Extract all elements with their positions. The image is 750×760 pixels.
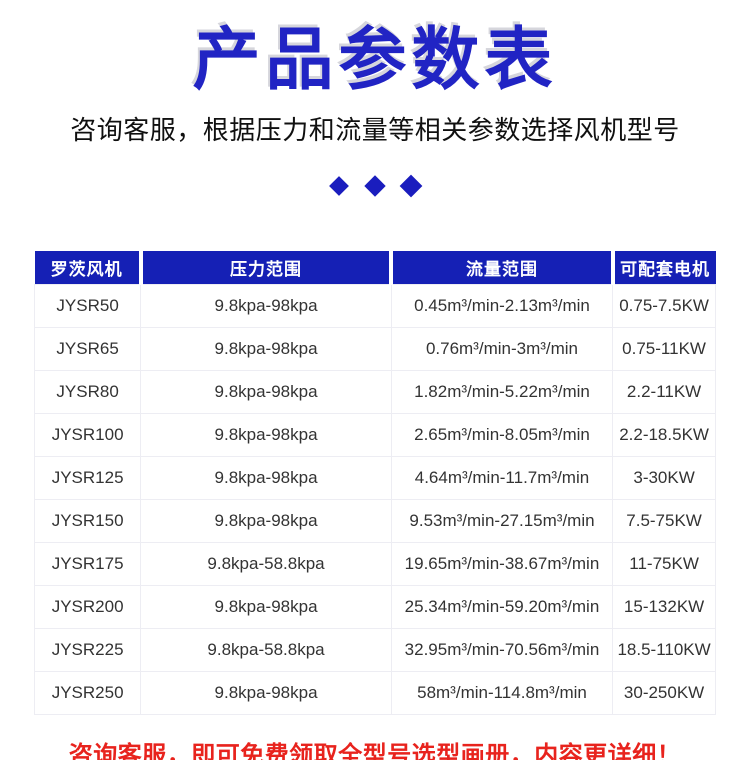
- table-row: JYSR150 9.8kpa-98kpa 9.53m³/min-27.15m³/mi…: [33, 498, 716, 543]
- motor-cell: 2.2-18.5KW: [612, 412, 716, 457]
- pressure-range-cell: 9.8kpa-98kpa: [140, 412, 392, 457]
- pressure-range-cell: 9.8kpa-98kpa: [140, 498, 392, 543]
- header-flow-range: 流量范围: [389, 250, 613, 285]
- pressure-range-cell: 9.8kpa-98kpa: [140, 670, 392, 715]
- flow-range-cell: 25.34m³/min-59.20m³/min: [390, 584, 614, 629]
- flow-range-cell: 0.45m³/min-2.13m³/min: [390, 283, 614, 328]
- table-row: JYSR50 9.8kpa-98kpa 0.45m³/min-2.13m³/min 0…: [33, 283, 716, 328]
- diamond-icon: [364, 174, 386, 197]
- flow-range-cell: 4.64m³/min-11.7m³/min: [390, 455, 614, 500]
- motor-cell: 0.75-7.5KW: [612, 283, 716, 328]
- page-title: 产品参数表: [192, 22, 558, 98]
- motor-cell: 11-75KW: [612, 541, 716, 586]
- pressure-range-cell: 9.8kpa-98kpa: [140, 369, 392, 414]
- model-cell: JYSR200: [33, 584, 142, 629]
- table-row: JYSR225 9.8kpa-58.8kpa 32.95m³/min-70.56m³…: [33, 627, 716, 672]
- header-motor: 可配套电机: [610, 250, 716, 285]
- model-cell: JYSR80: [33, 369, 142, 414]
- diamond-icon: [400, 174, 423, 197]
- model-cell: JYSR65: [33, 326, 142, 371]
- motor-cell: 18.5-110KW: [612, 627, 716, 672]
- model-cell: JYSR125: [33, 455, 142, 500]
- table-row: JYSR200 9.8kpa-98kpa 25.34m³/min-59.20m³/m…: [33, 584, 716, 629]
- parameter-table: 罗茨风机 压力范围 流量范围 可配套电机 JYSR50 9.8kpa-98kpa 0…: [33, 250, 716, 715]
- flow-range-cell: 1.82m³/min-5.22m³/min: [390, 369, 614, 414]
- model-cell: JYSR50: [33, 283, 142, 328]
- model-cell: JYSR150: [33, 498, 142, 543]
- diamond-icon: [328, 175, 349, 196]
- table-body: JYSR50 9.8kpa-98kpa 0.45m³/min-2.13m³/min 0…: [33, 283, 716, 715]
- pressure-range-cell: 9.8kpa-98kpa: [140, 326, 392, 371]
- pressure-range-cell: 9.8kpa-98kpa: [140, 584, 392, 629]
- pressure-range-cell: 9.8kpa-58.8kpa: [140, 627, 392, 672]
- header-pressure-range: 压力范围: [138, 250, 392, 285]
- motor-cell: 7.5-75KW: [612, 498, 716, 543]
- subtitle: 咨询客服，根据压力和流量等相关参数选择风机型号: [70, 115, 680, 145]
- pressure-range-cell: 9.8kpa-98kpa: [140, 283, 392, 328]
- table-row: JYSR80 9.8kpa-98kpa 1.82m³/min-5.22m³/min 2…: [33, 369, 716, 414]
- motor-cell: 30-250KW: [612, 670, 716, 715]
- pressure-range-cell: 9.8kpa-98kpa: [140, 455, 392, 500]
- model-cell: JYSR175: [33, 541, 142, 586]
- flow-range-cell: 32.95m³/min-70.56m³/min: [390, 627, 614, 672]
- table-header-row: 罗茨风机 压力范围 流量范围 可配套电机: [34, 250, 716, 285]
- header-model: 罗茨风机: [34, 250, 141, 285]
- model-cell: JYSR225: [33, 627, 142, 672]
- pressure-range-cell: 9.8kpa-58.8kpa: [140, 541, 392, 586]
- flow-range-cell: 9.53m³/min-27.15m³/min: [390, 498, 614, 543]
- flow-range-cell: 2.65m³/min-8.05m³/min: [390, 412, 614, 457]
- flow-range-cell: 19.65m³/min-38.67m³/min: [390, 541, 614, 586]
- table-row: JYSR125 9.8kpa-98kpa 4.64m³/min-11.7m³/min…: [33, 455, 716, 500]
- motor-cell: 0.75-11KW: [612, 326, 716, 371]
- table-row: JYSR65 9.8kpa-98kpa 0.76m³/min-3m³/min 0.75…: [33, 326, 716, 371]
- motor-cell: 15-132KW: [612, 584, 716, 629]
- footer-note: 咨询客服，即可免费领取全型号选型画册，内容更详细！: [68, 741, 682, 760]
- motor-cell: 3-30KW: [612, 455, 716, 500]
- model-cell: JYSR250: [33, 670, 142, 715]
- table-row: JYSR175 9.8kpa-58.8kpa 19.65m³/min-38.67m³…: [33, 541, 716, 586]
- flow-range-cell: 0.76m³/min-3m³/min: [390, 326, 614, 371]
- flow-range-cell: 58m³/min-114.8m³/min: [390, 670, 614, 715]
- diamond-decor: [0, 174, 750, 201]
- table-row: JYSR250 9.8kpa-98kpa 58m³/min-114.8m³/min 3…: [33, 670, 716, 715]
- table-row: JYSR100 9.8kpa-98kpa 2.65m³/min-8.05m³/min…: [33, 412, 716, 457]
- motor-cell: 2.2-11KW: [612, 369, 716, 414]
- model-cell: JYSR100: [33, 412, 142, 457]
